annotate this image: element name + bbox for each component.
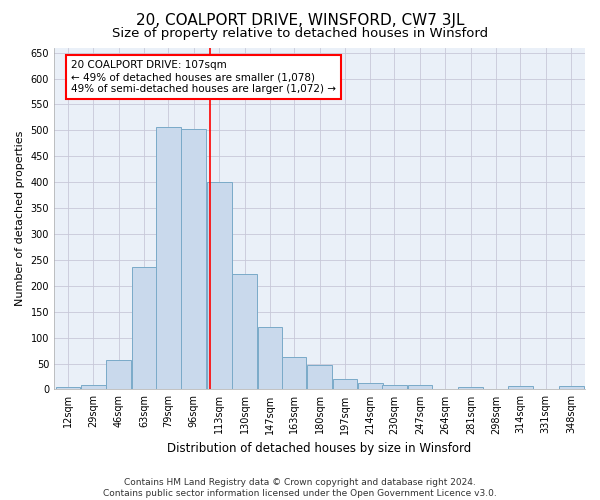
Bar <box>358 383 383 390</box>
Text: Contains HM Land Registry data © Crown copyright and database right 2024.
Contai: Contains HM Land Registry data © Crown c… <box>103 478 497 498</box>
Bar <box>382 386 407 390</box>
Bar <box>106 360 131 390</box>
Bar <box>258 328 283 390</box>
Y-axis label: Number of detached properties: Number of detached properties <box>15 131 25 306</box>
Bar <box>458 387 483 390</box>
Bar <box>508 386 533 390</box>
Text: 20, COALPORT DRIVE, WINSFORD, CW7 3JL: 20, COALPORT DRIVE, WINSFORD, CW7 3JL <box>136 12 464 28</box>
Bar <box>307 365 332 390</box>
Text: Size of property relative to detached houses in Winsford: Size of property relative to detached ho… <box>112 28 488 40</box>
Bar <box>81 386 106 390</box>
Bar <box>156 127 181 390</box>
Bar <box>207 182 232 390</box>
Bar <box>282 358 307 390</box>
Bar <box>332 379 358 390</box>
Bar <box>559 386 584 390</box>
X-axis label: Distribution of detached houses by size in Winsford: Distribution of detached houses by size … <box>167 442 472 455</box>
Text: 20 COALPORT DRIVE: 107sqm
← 49% of detached houses are smaller (1,078)
49% of se: 20 COALPORT DRIVE: 107sqm ← 49% of detac… <box>71 60 336 94</box>
Bar <box>181 130 206 390</box>
Bar <box>132 266 157 390</box>
Bar <box>232 274 257 390</box>
Bar <box>56 387 80 390</box>
Bar <box>407 386 432 390</box>
